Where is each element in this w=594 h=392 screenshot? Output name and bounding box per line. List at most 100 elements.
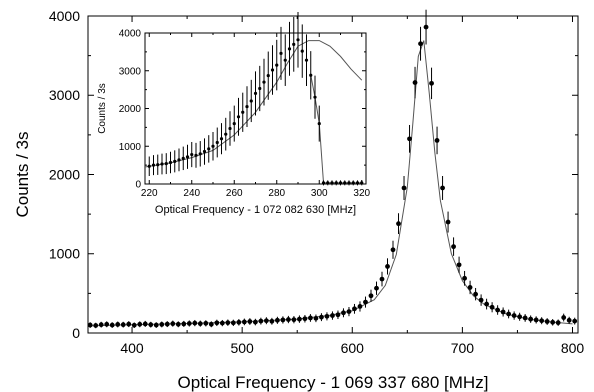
main-data-point <box>379 271 385 287</box>
inset-data-point <box>228 111 232 146</box>
main-data-point <box>506 309 512 319</box>
main-data-points <box>87 9 578 329</box>
main-marker <box>533 317 539 323</box>
inset-y-tick-label: 4000 <box>119 29 142 40</box>
main-marker <box>517 314 523 320</box>
main-marker <box>247 319 253 324</box>
main-data-point <box>511 311 517 320</box>
main-marker <box>93 323 99 328</box>
main-data-point <box>445 211 451 233</box>
main-marker <box>429 80 434 86</box>
inset-x-axis-label: Optical Frequency - 1 072 082 630 [MHz] <box>155 204 356 216</box>
main-data-point <box>263 317 269 325</box>
main-x-tick-label: 400 <box>120 340 144 356</box>
main-data-point <box>186 320 192 327</box>
main-data-point <box>274 316 280 324</box>
inset-marker <box>198 152 202 156</box>
inset-marker <box>190 152 194 157</box>
main-marker <box>115 322 121 327</box>
inset-x-tick-label: 240 <box>183 188 200 199</box>
inset-data-point <box>334 180 338 186</box>
main-data-point <box>208 321 214 328</box>
main-marker <box>192 320 198 326</box>
main-data-point <box>335 310 341 320</box>
inset-data-point <box>151 155 156 176</box>
inset-marker <box>177 158 181 162</box>
inset-data-point <box>236 97 241 136</box>
main-marker <box>462 275 467 281</box>
main-data-point <box>219 319 225 327</box>
inset-marker <box>232 122 236 126</box>
main-data-point <box>324 312 330 321</box>
main-data-point <box>181 320 187 327</box>
main-data-point <box>109 322 115 328</box>
main-marker <box>495 307 501 313</box>
inset-data-point <box>219 123 224 155</box>
main-data-point <box>241 318 247 326</box>
main-data-point <box>550 319 556 326</box>
main-marker <box>104 321 110 327</box>
main-data-point <box>418 26 423 61</box>
inset-fit-curve <box>144 40 363 168</box>
main-data-point <box>440 175 445 200</box>
inset-data-point <box>296 11 300 68</box>
main-marker <box>274 317 280 323</box>
inset-data-point <box>317 105 321 142</box>
main-data-point <box>368 289 374 302</box>
inset-marker <box>360 181 364 185</box>
main-data-point <box>197 320 203 327</box>
inset-data-point <box>347 180 351 186</box>
inset-marker <box>292 42 296 46</box>
inset-marker <box>207 147 211 151</box>
inset-data-point <box>326 180 330 186</box>
main-marker <box>401 185 407 191</box>
main-marker <box>412 80 418 85</box>
main-data-point <box>451 237 456 256</box>
main-marker <box>506 311 512 317</box>
main-marker <box>467 285 473 290</box>
inset-data-point <box>177 148 181 172</box>
inset-marker <box>309 73 313 77</box>
inset-y-tick-label: 2000 <box>119 104 142 115</box>
main-marker <box>550 319 556 325</box>
inset-data-point <box>270 45 275 95</box>
inset-marker <box>151 163 156 167</box>
main-data-point <box>561 313 567 322</box>
inset-marker <box>296 38 300 42</box>
main-data-point <box>517 312 523 321</box>
main-y-tick-label: 1000 <box>49 246 80 262</box>
inset-marker <box>300 49 304 53</box>
main-marker <box>522 315 528 321</box>
main-x-tick-label: 500 <box>230 340 254 356</box>
main-data-point <box>247 318 253 325</box>
inset-data-point <box>164 153 168 175</box>
main-data-point <box>115 321 121 328</box>
main-data-point <box>412 66 418 99</box>
main-data-point <box>175 321 181 328</box>
main-marker <box>473 291 478 297</box>
main-marker <box>109 322 115 328</box>
main-marker <box>330 313 335 318</box>
main-data-point <box>495 305 501 315</box>
inset-marker <box>330 181 334 185</box>
main-marker <box>374 285 379 291</box>
main-marker <box>313 315 319 321</box>
main-data-point <box>93 322 99 329</box>
main-data-point <box>478 294 484 306</box>
main-marker <box>566 317 572 323</box>
inset-marker <box>194 153 198 157</box>
inset-marker <box>321 181 326 185</box>
inset-y-tick-label: 1000 <box>119 142 142 153</box>
main-data-point <box>252 318 258 326</box>
inset-marker <box>262 80 266 84</box>
inset-marker <box>266 74 270 78</box>
inset-marker <box>275 63 279 67</box>
main-marker <box>148 322 154 328</box>
main-marker <box>291 317 297 323</box>
main-marker <box>181 321 187 327</box>
main-data-point <box>539 317 545 325</box>
main-marker <box>418 41 423 47</box>
main-marker <box>445 219 451 225</box>
main-marker <box>335 312 341 318</box>
inset-marker <box>304 58 309 62</box>
